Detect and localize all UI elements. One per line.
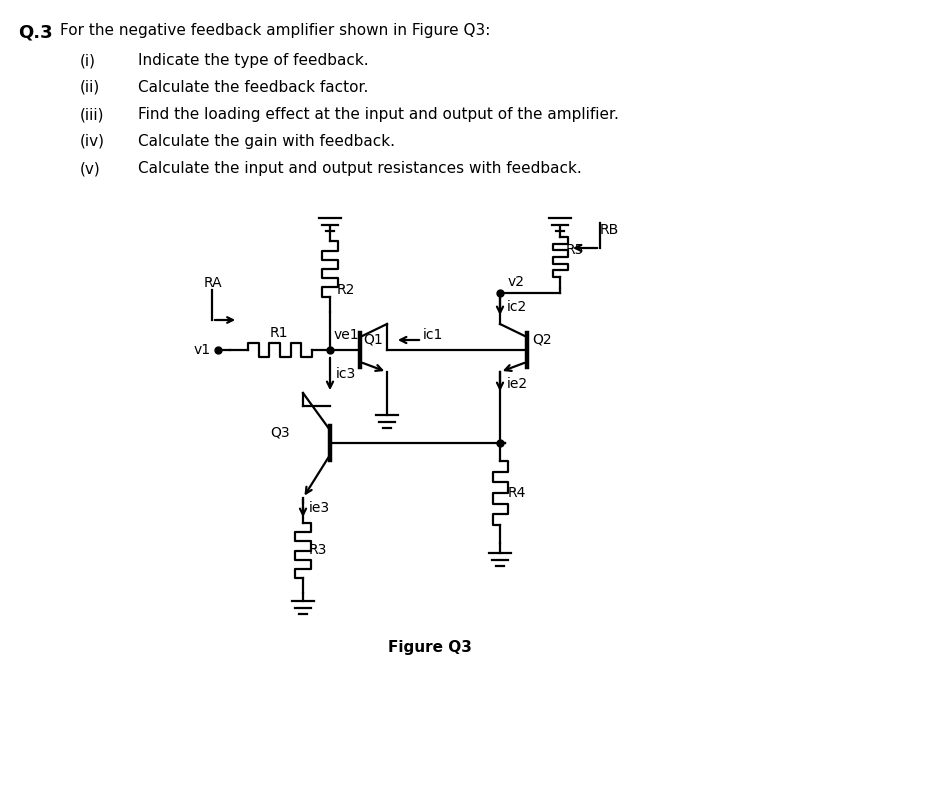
Text: R4: R4: [508, 486, 526, 500]
Text: ic2: ic2: [507, 300, 527, 314]
Text: v2: v2: [508, 275, 525, 289]
Text: ie2: ie2: [507, 377, 528, 391]
Text: Calculate the feedback factor.: Calculate the feedback factor.: [138, 80, 368, 95]
Text: RB: RB: [600, 223, 619, 237]
Text: (iv): (iv): [80, 134, 105, 149]
Text: R1: R1: [270, 326, 289, 340]
Text: (ii): (ii): [80, 80, 100, 95]
Text: (iii): (iii): [80, 107, 105, 122]
Text: v1: v1: [194, 343, 211, 357]
Text: Calculate the input and output resistances with feedback.: Calculate the input and output resistanc…: [138, 161, 582, 176]
Text: RA: RA: [204, 276, 223, 290]
Text: Q.3: Q.3: [18, 23, 53, 41]
Text: ic1: ic1: [423, 328, 443, 342]
Text: ic3: ic3: [336, 367, 356, 381]
Text: ie3: ie3: [309, 501, 330, 515]
Text: Q2: Q2: [532, 333, 551, 347]
Text: R5: R5: [566, 243, 585, 258]
Text: Indicate the type of feedback.: Indicate the type of feedback.: [138, 53, 369, 68]
Text: Calculate the gain with feedback.: Calculate the gain with feedback.: [138, 134, 395, 149]
Text: R2: R2: [337, 283, 355, 297]
Text: ve1: ve1: [334, 328, 360, 342]
Text: (v): (v): [80, 161, 101, 176]
Text: Q3: Q3: [270, 426, 290, 440]
Text: Figure Q3: Figure Q3: [388, 640, 472, 655]
Text: Q1: Q1: [363, 333, 383, 347]
Text: R3: R3: [309, 544, 327, 558]
Text: For the negative feedback amplifier shown in Figure Q3:: For the negative feedback amplifier show…: [60, 23, 490, 38]
Text: (i): (i): [80, 53, 96, 68]
Text: Find the loading effect at the input and output of the amplifier.: Find the loading effect at the input and…: [138, 107, 619, 122]
